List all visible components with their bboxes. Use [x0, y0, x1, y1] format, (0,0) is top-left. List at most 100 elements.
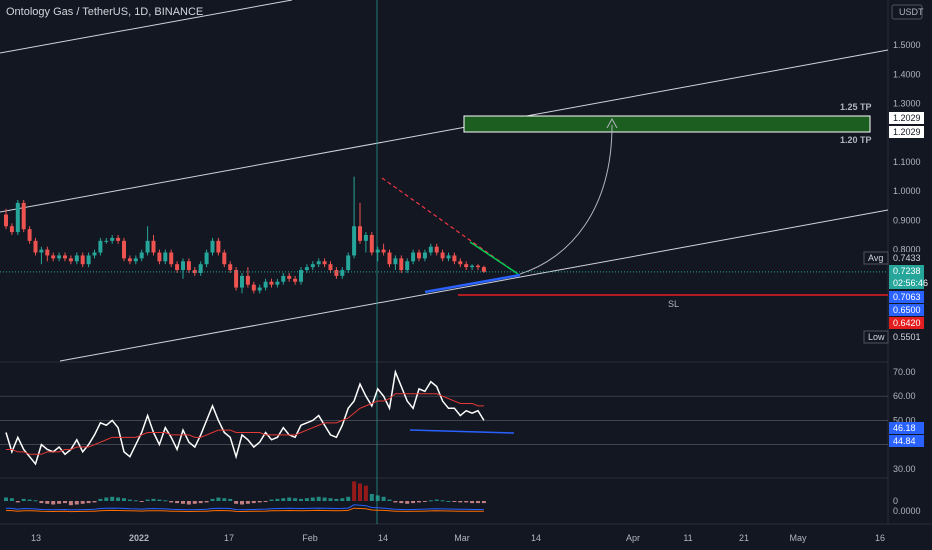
date-tick-label: Feb [302, 533, 318, 543]
macd-histogram-bar [157, 499, 162, 501]
date-tick-label: 13 [31, 533, 41, 543]
candle-body [293, 278, 298, 282]
candle-body [116, 237, 121, 241]
candle-body [122, 240, 126, 259]
macd-histogram-bar [86, 501, 91, 504]
macd-histogram-bar [411, 501, 416, 504]
macd-histogram-bar [27, 499, 32, 501]
candle-body [464, 264, 469, 268]
candle-body [228, 264, 233, 271]
macd-histogram-bar [151, 498, 156, 501]
candle-body [80, 255, 85, 265]
macd-histogram-bar [476, 501, 480, 504]
macd-histogram-bar [98, 498, 103, 501]
candle-body [110, 237, 115, 241]
macd-histogram-bar [287, 497, 292, 501]
macd-histogram-bar [181, 501, 185, 504]
rsi-ma-line [6, 393, 484, 455]
candle-body [375, 249, 380, 253]
candle-body [151, 240, 156, 253]
candle-body [133, 258, 138, 262]
candle-body [104, 240, 109, 242]
candle-body [15, 202, 20, 233]
rsi-tick-label: 70.00 [893, 367, 916, 377]
candle-body [257, 287, 262, 291]
candle-body [222, 252, 227, 265]
macd-histogram-bar [293, 498, 298, 501]
macd-histogram-bar [263, 501, 268, 502]
candle-body [21, 202, 26, 230]
rsi-value-2-bg [889, 435, 924, 447]
support-value-bg [889, 291, 924, 303]
projection-arrow [519, 124, 613, 275]
date-tick-label: May [789, 533, 807, 543]
macd-histogram-bar [92, 501, 97, 503]
support-line [424, 273, 521, 294]
candle-body [63, 255, 67, 259]
candle-body [157, 252, 162, 262]
candle-body [98, 240, 103, 253]
macd-histogram-bar [470, 501, 475, 504]
macd-histogram-bar [269, 499, 274, 501]
candle-body [275, 281, 280, 285]
date-tick-label: Mar [454, 533, 470, 543]
macd-histogram-bar [198, 501, 203, 504]
candle-body [458, 261, 463, 265]
candle-body [334, 270, 339, 276]
candle-body [452, 255, 457, 262]
macd-histogram-bar [127, 499, 132, 501]
candle-body [476, 265, 480, 268]
rsi-trend-line [409, 429, 515, 434]
candle-body [39, 249, 44, 253]
macd-histogram-bar [381, 496, 386, 501]
wedge-top-line [469, 241, 519, 275]
macd-histogram-bar [68, 501, 73, 506]
macd-histogram-bar [358, 483, 362, 501]
candle-body [328, 264, 333, 271]
rsi-tick-label: 50.00 [893, 415, 916, 425]
candle-body [352, 226, 357, 256]
price-tick-label: 1.0000 [893, 186, 921, 196]
macd-histogram-bar [428, 500, 433, 502]
macd-histogram-bar [39, 501, 44, 504]
macd-line [5, 504, 484, 511]
avg-value: 0.7433 [893, 253, 921, 263]
macd-histogram-bar [222, 498, 227, 501]
candle-body [216, 240, 221, 253]
macd-histogram-bar [275, 498, 280, 501]
macd-histogram-bar [51, 501, 56, 505]
candle-body [269, 281, 274, 285]
projection-arrowhead [606, 117, 618, 129]
macd-histogram-bar [375, 495, 380, 501]
candle-body [4, 214, 8, 227]
macd-histogram-bar [192, 501, 197, 504]
candle-body [428, 246, 433, 253]
macd-histogram-bar [369, 494, 374, 501]
channel-line-top [0, 0, 293, 54]
tp-lower-value: 1.2029 [893, 127, 921, 137]
macd-histogram-bar [139, 501, 144, 502]
macd-histogram-bar [334, 498, 339, 501]
macd-histogram-bar [175, 501, 180, 504]
candle-body [440, 252, 445, 259]
tp-upper-value: 1.2029 [893, 113, 921, 123]
avg-value-bg [889, 252, 924, 264]
low-label: Low [868, 332, 885, 342]
macd-histogram-bar [163, 500, 168, 502]
candle-body [393, 258, 398, 265]
avg-label-bg [863, 251, 889, 265]
mid-value-bg [889, 304, 924, 316]
macd-histogram-bar [80, 501, 85, 504]
macd-histogram-bar [4, 497, 8, 501]
low-label-bg [863, 330, 889, 344]
date-tick-label: 14 [531, 533, 541, 543]
rsi-tick-label: 30.00 [893, 464, 916, 474]
candle-body [92, 252, 97, 256]
support-value: 0.7063 [893, 292, 921, 302]
macd-histogram-bar [417, 501, 421, 503]
macd-histogram-bar [15, 501, 20, 503]
macd-histogram-bar [422, 501, 427, 502]
price-tick-label: 0.9000 [893, 215, 921, 225]
stop-loss-value-bg [889, 317, 924, 329]
